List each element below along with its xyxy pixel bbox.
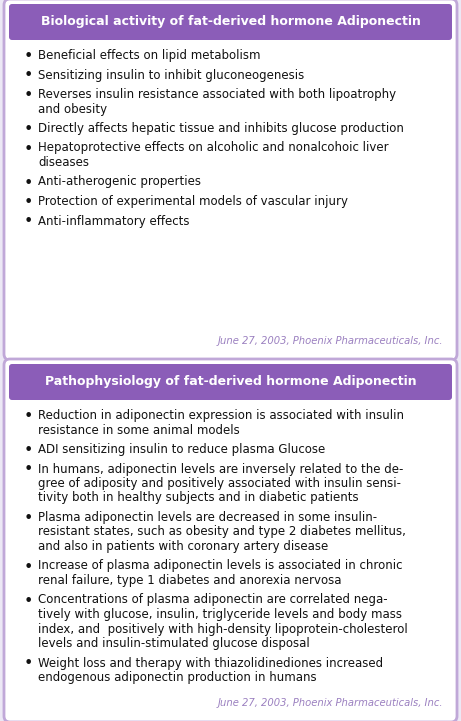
- Text: Beneficial effects on lipid metabolism: Beneficial effects on lipid metabolism: [38, 49, 260, 62]
- Text: Reduction in adiponectin expression is associated with insulin: Reduction in adiponectin expression is a…: [38, 409, 404, 422]
- FancyBboxPatch shape: [9, 364, 452, 400]
- Text: Directly affects hepatic tissue and inhibits glucose production: Directly affects hepatic tissue and inhi…: [38, 122, 404, 135]
- Text: Sensitizing insulin to inhibit gluconeogenesis: Sensitizing insulin to inhibit gluconeog…: [38, 68, 304, 81]
- Text: index, and  positively with high-density lipoprotein-cholesterol: index, and positively with high-density …: [38, 622, 408, 635]
- Text: Plasma adiponectin levels are decreased in some insulin-: Plasma adiponectin levels are decreased …: [38, 511, 377, 524]
- Text: •: •: [24, 215, 33, 229]
- Text: •: •: [24, 88, 33, 103]
- Text: •: •: [24, 462, 33, 477]
- Text: •: •: [24, 657, 33, 671]
- Text: resistance in some animal models: resistance in some animal models: [38, 423, 240, 436]
- Text: diseases: diseases: [38, 156, 89, 169]
- Text: •: •: [24, 122, 33, 137]
- Text: June 27, 2003, Phoenix Pharmaceuticals, Inc.: June 27, 2003, Phoenix Pharmaceuticals, …: [218, 698, 443, 708]
- Text: •: •: [24, 49, 33, 64]
- Text: •: •: [24, 141, 33, 156]
- Text: Increase of plasma adiponectin levels is associated in chronic: Increase of plasma adiponectin levels is…: [38, 559, 402, 572]
- Text: Weight loss and therapy with thiazolidinediones increased: Weight loss and therapy with thiazolidin…: [38, 657, 383, 670]
- Text: •: •: [24, 511, 33, 526]
- Text: •: •: [24, 175, 33, 190]
- Text: •: •: [24, 559, 33, 575]
- Text: and also in patients with coronary artery disease: and also in patients with coronary arter…: [38, 540, 328, 553]
- Text: Reverses insulin resistance associated with both lipoatrophy: Reverses insulin resistance associated w…: [38, 88, 396, 101]
- Text: June 27, 2003, Phoenix Pharmaceuticals, Inc.: June 27, 2003, Phoenix Pharmaceuticals, …: [218, 336, 443, 346]
- Text: and obesity: and obesity: [38, 102, 107, 115]
- Text: •: •: [24, 68, 33, 84]
- Text: Pathophysiology of fat-derived hormone Adiponectin: Pathophysiology of fat-derived hormone A…: [45, 374, 416, 387]
- Text: Protection of experimental models of vascular injury: Protection of experimental models of vas…: [38, 195, 348, 208]
- FancyBboxPatch shape: [9, 4, 452, 40]
- FancyBboxPatch shape: [4, 359, 457, 721]
- Text: •: •: [24, 195, 33, 210]
- Text: Concentrations of plasma adiponectin are correlated nega-: Concentrations of plasma adiponectin are…: [38, 593, 388, 606]
- Text: endogenous adiponectin production in humans: endogenous adiponectin production in hum…: [38, 671, 317, 684]
- Text: •: •: [24, 409, 33, 424]
- Text: gree of adiposity and positively associated with insulin sensi-: gree of adiposity and positively associa…: [38, 477, 401, 490]
- Text: Anti-atherogenic properties: Anti-atherogenic properties: [38, 175, 201, 188]
- Text: •: •: [24, 593, 33, 609]
- Text: levels and insulin-stimulated glucose disposal: levels and insulin-stimulated glucose di…: [38, 637, 310, 650]
- Text: In humans, adiponectin levels are inversely related to the de-: In humans, adiponectin levels are invers…: [38, 462, 403, 476]
- Text: resistant states, such as obesity and type 2 diabetes mellitus,: resistant states, such as obesity and ty…: [38, 526, 406, 539]
- FancyBboxPatch shape: [4, 0, 457, 360]
- Text: •: •: [24, 443, 33, 458]
- Text: renal failure, type 1 diabetes and anorexia nervosa: renal failure, type 1 diabetes and anore…: [38, 574, 342, 587]
- Text: Hepatoprotective effects on alcoholic and nonalcohoic liver: Hepatoprotective effects on alcoholic an…: [38, 141, 389, 154]
- Text: tivity both in healthy subjects and in diabetic patients: tivity both in healthy subjects and in d…: [38, 492, 359, 505]
- Text: Biological activity of fat-derived hormone Adiponectin: Biological activity of fat-derived hormo…: [41, 14, 420, 27]
- Text: Anti-inflammatory effects: Anti-inflammatory effects: [38, 215, 189, 228]
- Text: ADI sensitizing insulin to reduce plasma Glucose: ADI sensitizing insulin to reduce plasma…: [38, 443, 325, 456]
- Text: tively with glucose, insulin, triglyceride levels and body mass: tively with glucose, insulin, triglyceri…: [38, 608, 402, 621]
